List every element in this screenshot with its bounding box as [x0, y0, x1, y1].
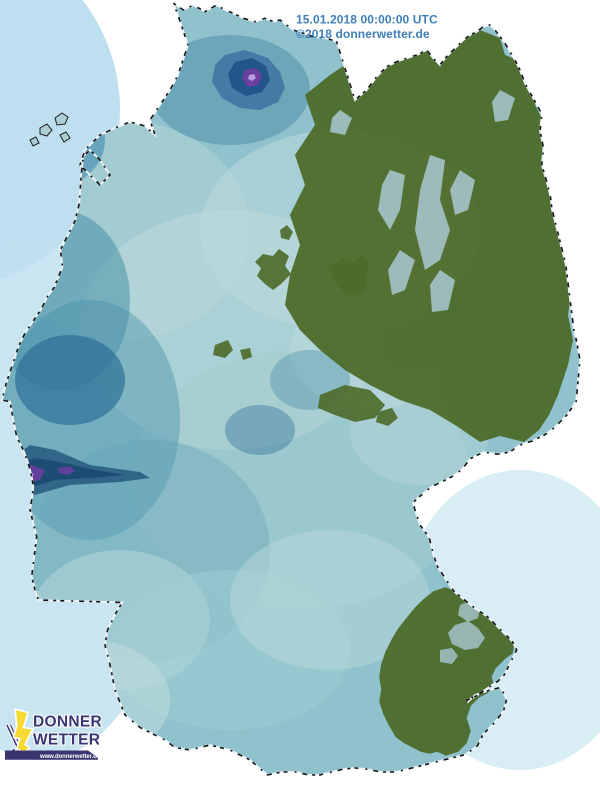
svg-text:www.donnerwetter.de: www.donnerwetter.de	[39, 754, 101, 760]
svg-text:15.01.2018 00:00:00 UTC: 15.01.2018 00:00:00 UTC	[296, 13, 438, 27]
svg-text:DONNER: DONNER	[33, 714, 102, 731]
svg-text:©2018 donnerwetter.de: ©2018 donnerwetter.de	[296, 27, 430, 41]
svg-text:WETTER: WETTER	[33, 732, 100, 749]
